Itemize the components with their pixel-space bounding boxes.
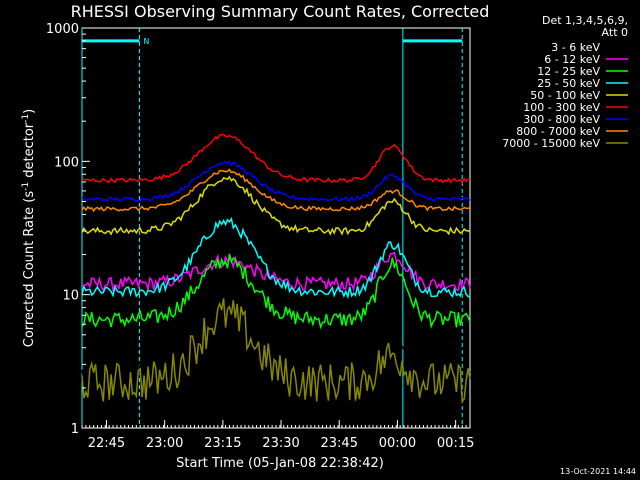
series-line-3 — [81, 217, 471, 300]
y-axis: 1 10 100 1000 — [46, 22, 90, 437]
series-lines — [81, 133, 471, 404]
chart-title: RHESSI Observing Summary Count Rates, Co… — [71, 2, 490, 21]
legend-header: Det 1,3,4,5,6,9, — [542, 14, 628, 27]
series-line-5 — [81, 133, 471, 184]
legend-label: 25 - 50 keV — [537, 77, 600, 90]
legend-label: 6 - 12 keV — [544, 53, 600, 66]
legend-label: 50 - 100 keV — [530, 89, 600, 102]
y-label-part: detector — [22, 122, 37, 182]
series-line-2 — [81, 253, 471, 330]
legend-label: 800 - 7000 keV — [516, 125, 600, 138]
top-bar-label: N — [143, 37, 149, 46]
y-label-superscript: -1 — [21, 114, 31, 123]
x-tick-label: 22:45 — [88, 436, 125, 451]
series-line-7 — [81, 168, 471, 213]
x-axis: 22:45 23:00 23:15 23:30 23:45 00:00 00:15 — [81, 420, 474, 451]
series-line-4 — [81, 175, 471, 236]
y-label-part: ) — [22, 109, 37, 114]
y-tick-label: 100 — [54, 155, 79, 170]
legend-label: 7000 - 15000 keV — [502, 137, 600, 150]
legend-label: 300 - 800 keV — [523, 113, 600, 126]
series-line-8 — [81, 298, 471, 404]
footer-timestamp: 13-Oct-2021 14:44 — [560, 467, 636, 476]
legend-label: 12 - 25 keV — [537, 65, 600, 78]
x-tick-label: 00:15 — [437, 436, 474, 451]
legend-header: Att 0 — [602, 26, 628, 39]
x-axis-label: Start Time (05-Jan-08 22:38:42) — [176, 456, 384, 471]
legend-label: 100 - 300 keV — [523, 101, 600, 114]
y-tick-label: 1 — [71, 422, 79, 437]
x-tick-label: 23:45 — [321, 436, 358, 451]
y-label-part: Corrected Count Rate (s — [22, 191, 37, 348]
x-tick-label: 23:15 — [204, 436, 241, 451]
y-tick-label: 1000 — [46, 22, 79, 37]
x-tick-label: 23:00 — [146, 436, 183, 451]
x-tick-label: 00:00 — [379, 436, 416, 451]
legend-label: 3 - 6 keV — [551, 41, 600, 54]
y-label-superscript: -1 — [21, 182, 31, 191]
series-line-6 — [81, 160, 471, 203]
y-tick-label: 10 — [62, 289, 79, 304]
series-line-1 — [81, 251, 471, 294]
y-axis-label: Corrected Count Rate (s-1 detector-1) — [21, 109, 37, 347]
x-tick-label: 23:30 — [262, 436, 299, 451]
